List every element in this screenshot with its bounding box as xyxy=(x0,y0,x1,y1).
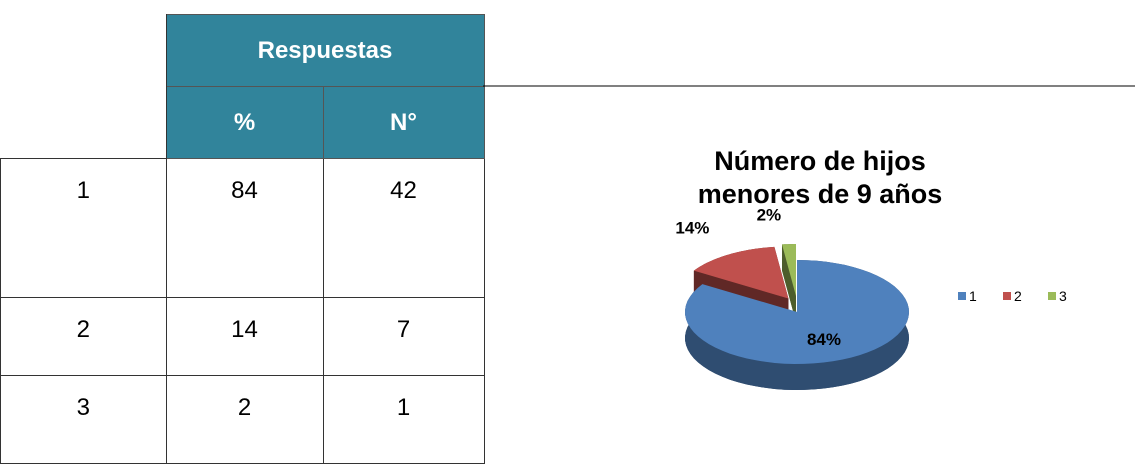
cell: 1 xyxy=(322,375,485,464)
slice-side xyxy=(782,244,796,322)
cell: 3 xyxy=(0,375,167,464)
cell: 7 xyxy=(322,297,485,376)
column-header: N° xyxy=(322,86,485,159)
cell: 2 xyxy=(0,297,167,376)
legend-label: 3 xyxy=(1059,288,1067,304)
cell: 14 xyxy=(165,297,324,376)
cell: 2 xyxy=(165,375,324,464)
pie-slice xyxy=(693,246,789,299)
pie-slice xyxy=(782,244,796,296)
empty-cell xyxy=(0,14,167,87)
pie-slice xyxy=(685,260,909,364)
legend-swatch xyxy=(958,292,966,300)
legend-swatch xyxy=(1003,292,1011,300)
data-label: 84% xyxy=(807,330,841,349)
group-header: Respuestas xyxy=(165,14,485,87)
cell: 1 xyxy=(0,158,167,298)
chart-title: Número de hijos menores de 9 años xyxy=(698,146,943,209)
legend-label: 1 xyxy=(969,288,977,304)
legend-label: 2 xyxy=(1014,288,1022,304)
cell: 84 xyxy=(165,158,324,298)
data-label: 2% xyxy=(757,206,782,225)
data-label: 14% xyxy=(675,218,709,237)
column-header: % xyxy=(165,86,324,159)
legend-swatch xyxy=(1048,292,1056,300)
